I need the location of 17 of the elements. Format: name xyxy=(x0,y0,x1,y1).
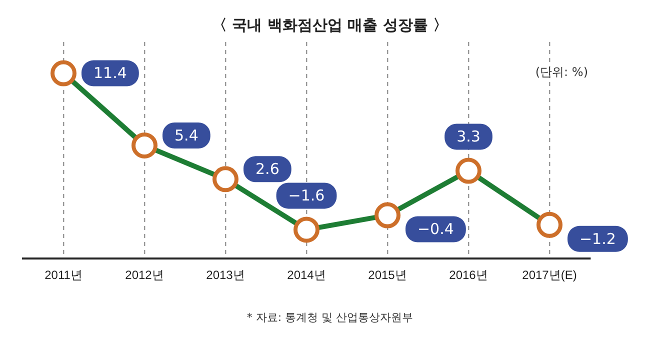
data-label: 3.3 xyxy=(456,128,480,146)
data-label: −1.6 xyxy=(288,186,325,205)
x-tick-label: 2015년 xyxy=(368,268,407,282)
x-tick-label: 2012년 xyxy=(125,268,164,282)
data-label: 2.6 xyxy=(256,160,280,178)
x-tick-label: 2011년 xyxy=(44,268,82,282)
x-tick-label: 2016년 xyxy=(449,268,488,282)
data-label: 11.4 xyxy=(93,64,127,82)
chart-title: 〈 국내 백화점산업 매출 성장률 〉 xyxy=(210,16,450,35)
data-label: 5.4 xyxy=(174,126,198,144)
data-label: −0.4 xyxy=(417,220,454,238)
text: * 자료: 통계청 및 산업통상자원부 xyxy=(246,310,414,325)
x-tick-label: 2017년(E) xyxy=(522,268,577,282)
x-tick-label: 2014년 xyxy=(287,268,326,282)
annotation: (단위: %) xyxy=(535,64,588,81)
data-label: −1.2 xyxy=(579,230,616,248)
x-tick-label: 2013년 xyxy=(206,268,245,282)
